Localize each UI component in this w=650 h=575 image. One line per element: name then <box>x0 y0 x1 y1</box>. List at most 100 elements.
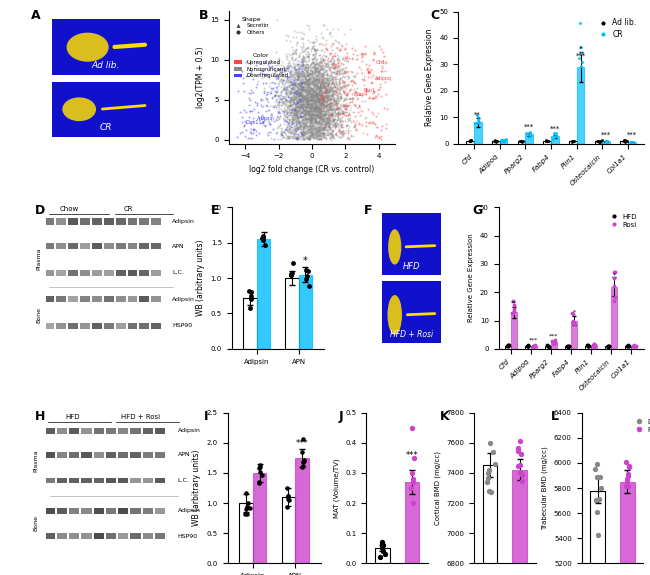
Point <box>339 72 349 82</box>
Point <box>245 106 255 116</box>
Point <box>315 128 326 137</box>
Point <box>324 82 335 91</box>
Point <box>300 97 310 106</box>
Point <box>292 108 302 117</box>
Point <box>409 453 419 462</box>
Point <box>303 102 313 112</box>
Point <box>550 337 560 346</box>
Point <box>300 81 311 90</box>
Point <box>344 53 354 62</box>
Point <box>300 129 310 138</box>
Point <box>295 132 306 141</box>
Point <box>296 96 307 105</box>
Point <box>324 109 335 118</box>
Point <box>293 68 304 78</box>
Point <box>315 58 326 67</box>
Point <box>322 44 332 53</box>
Point <box>603 342 614 351</box>
Point <box>302 121 313 131</box>
Point <box>305 69 315 78</box>
Point <box>294 85 305 94</box>
Point <box>288 105 298 114</box>
Point <box>277 67 287 76</box>
Point <box>270 90 281 99</box>
Bar <box>68 296 78 302</box>
Point <box>308 72 318 82</box>
Point <box>308 80 318 89</box>
Point <box>310 128 320 137</box>
Point <box>306 104 317 113</box>
Point <box>318 20 328 29</box>
Point <box>298 126 308 136</box>
Point <box>315 90 326 99</box>
Point <box>330 70 340 79</box>
Point <box>317 75 328 84</box>
Point <box>292 124 302 133</box>
Point <box>304 85 315 94</box>
Bar <box>57 508 67 513</box>
Point <box>326 38 337 47</box>
Point <box>347 75 358 85</box>
Point <box>290 79 300 89</box>
Point <box>312 95 322 104</box>
Point <box>274 56 285 65</box>
Point <box>291 67 301 76</box>
Point <box>310 109 320 118</box>
Point <box>306 115 316 124</box>
Point <box>307 85 318 94</box>
Point <box>287 116 298 125</box>
Point <box>318 93 328 102</box>
Point <box>298 122 308 131</box>
Point <box>335 93 346 102</box>
Point <box>311 46 321 55</box>
Point <box>292 27 302 36</box>
Point <box>337 127 348 136</box>
Point <box>332 68 342 77</box>
Point <box>313 104 323 113</box>
Point <box>328 122 338 131</box>
Point <box>292 95 302 105</box>
Point <box>322 58 332 67</box>
Point <box>314 125 324 135</box>
Point <box>484 438 495 447</box>
Point <box>307 87 318 96</box>
Point <box>297 66 307 75</box>
Point <box>363 73 373 82</box>
Point <box>329 133 339 143</box>
Point <box>289 70 300 79</box>
Point <box>312 113 322 122</box>
Point <box>314 134 324 143</box>
Point <box>295 121 306 130</box>
Point <box>330 100 340 109</box>
Point <box>311 104 321 113</box>
Point <box>318 104 329 113</box>
Point <box>305 135 315 144</box>
Point <box>286 78 296 87</box>
Point <box>628 341 638 350</box>
Point <box>308 67 318 76</box>
Point <box>313 60 323 69</box>
Bar <box>142 452 153 458</box>
Point <box>305 109 315 118</box>
Point <box>326 85 336 94</box>
Point <box>273 60 283 70</box>
Point <box>308 110 318 119</box>
Point <box>272 72 283 81</box>
Point <box>315 80 325 89</box>
Point <box>304 133 315 143</box>
Point <box>300 95 310 104</box>
Point <box>306 117 316 126</box>
Point <box>320 85 331 94</box>
Point <box>302 84 312 93</box>
Point <box>304 86 315 95</box>
Point <box>311 87 321 97</box>
Point <box>289 110 299 120</box>
Point <box>324 114 334 124</box>
Point <box>303 99 313 108</box>
Point <box>303 66 313 75</box>
Point <box>287 94 298 103</box>
Point <box>336 58 346 67</box>
Point <box>317 122 328 131</box>
Point <box>304 75 314 84</box>
Point <box>627 137 637 147</box>
